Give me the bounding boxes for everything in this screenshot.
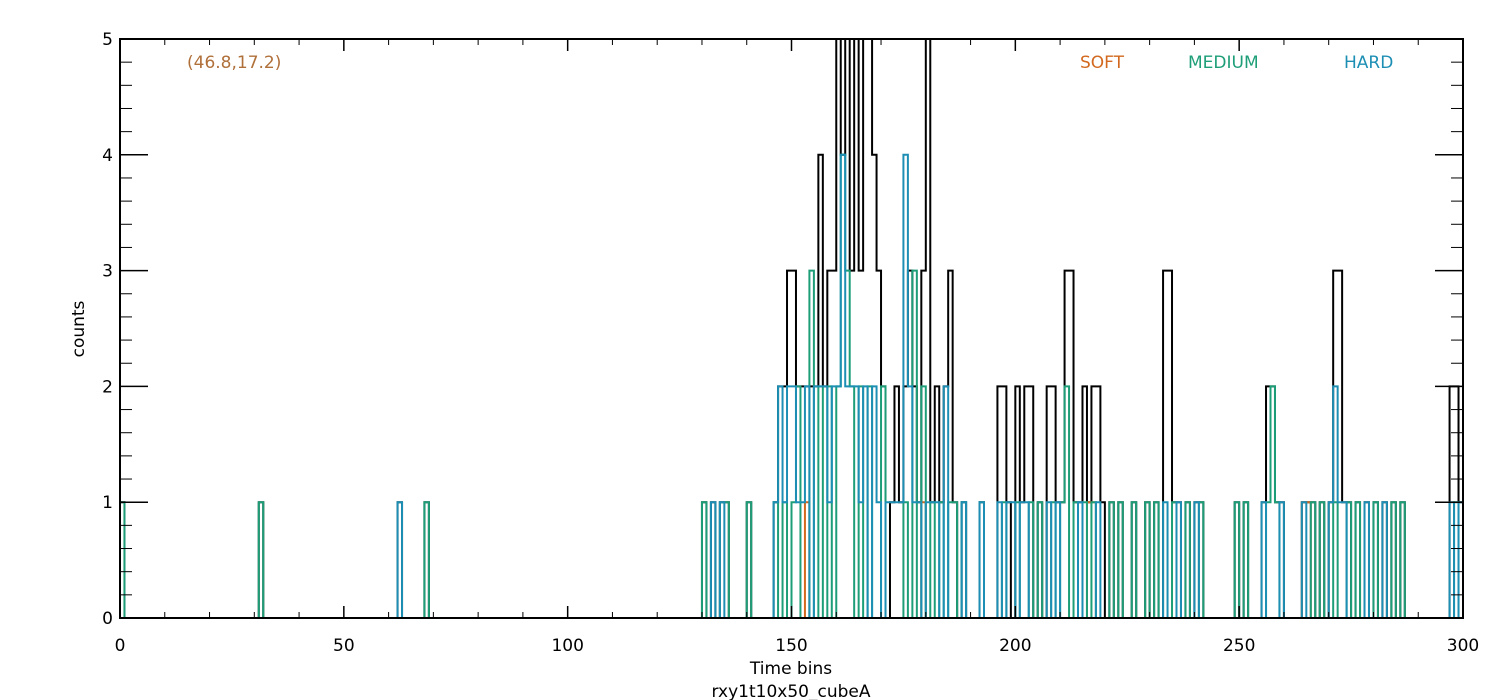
y-tick-label: 4 xyxy=(102,146,113,166)
legend-hard: HARD xyxy=(1344,53,1393,73)
x-tick-label: 150 xyxy=(775,636,807,656)
ticks-layer: 0 50 100 150 200 250 300 0 1 2 3 4 5 xyxy=(102,30,1479,656)
footer-label: rxy1t10x50_cubeA xyxy=(712,682,871,700)
y-axis-title: counts xyxy=(69,300,89,357)
labels-layer: (46.8,17.2) SOFT MEDIUM HARD Time bins r… xyxy=(69,53,1393,700)
x-tick-label: 50 xyxy=(333,636,355,656)
y-tick-label: 3 xyxy=(102,262,113,282)
series-hard-line xyxy=(120,153,1464,619)
y-tick-label: 5 xyxy=(102,30,113,50)
y-tick-label: 0 xyxy=(102,609,113,629)
x-tick-label: 100 xyxy=(551,636,583,656)
legend-soft: SOFT xyxy=(1080,53,1125,73)
x-tick-label: 250 xyxy=(1223,636,1255,656)
x-tick-label: 200 xyxy=(999,636,1031,656)
x-tick-label: 0 xyxy=(115,636,126,656)
y-tick-label: 2 xyxy=(102,377,113,397)
x-axis-title: Time bins xyxy=(749,659,832,679)
annotation-label: (46.8,17.2) xyxy=(187,53,281,73)
x-tick-label: 300 xyxy=(1447,636,1479,656)
legend-medium: MEDIUM xyxy=(1188,53,1259,73)
y-tick-label: 1 xyxy=(102,493,113,513)
